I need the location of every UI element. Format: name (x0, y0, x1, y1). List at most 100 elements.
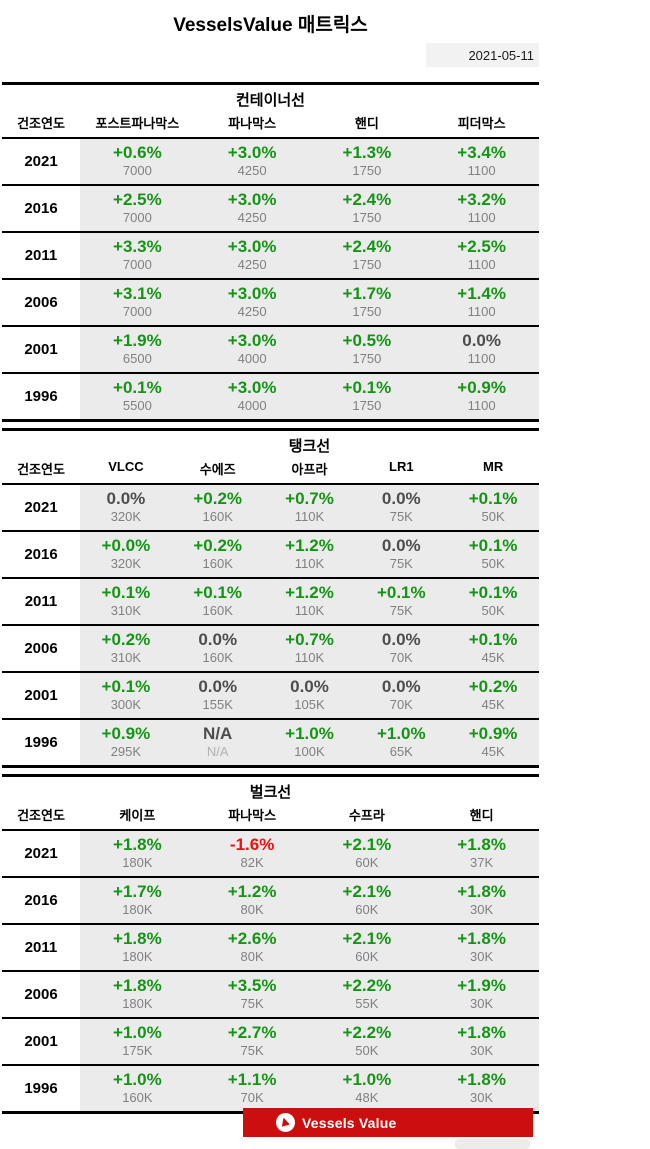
column-header: 파나막스 (228, 808, 277, 823)
percent-change: +3.4% (457, 143, 506, 162)
table-header-row: 건조연도 VLCC 수에즈 아프라 LR1 MR (2, 459, 539, 485)
build-year-cell: 2001 (2, 673, 80, 718)
percent-change: +1.8% (457, 1070, 506, 1089)
value-cell: +1.9% 30K (424, 972, 539, 1017)
value-cell: +0.2% 160K (171, 532, 264, 577)
value-cell: +1.7% 180K (80, 878, 195, 923)
value-cell: +0.1% 45K (447, 626, 539, 671)
value-cell: +3.0% 4000 (194, 327, 310, 372)
percent-change: +1.3% (342, 143, 392, 162)
value-cell: +1.3% 1750 (309, 139, 425, 184)
vessel-size: 75K (389, 556, 413, 571)
percent-change: +0.5% (342, 331, 392, 350)
value-cell: +1.1% 70K (194, 1066, 310, 1111)
row-header-label: 건조연도 (17, 808, 65, 823)
value-cell: +0.9% 1100 (424, 374, 539, 419)
vessel-size: 30K (470, 1090, 494, 1105)
percent-change: +0.9% (457, 378, 506, 397)
vessel-size: 4250 (237, 163, 267, 178)
value-cell: +3.1% 7000 (80, 280, 195, 325)
percent-change: +1.8% (113, 929, 162, 948)
column-header: 수프라 (348, 808, 385, 823)
build-year-cell: 1996 (2, 1066, 80, 1111)
vessel-size: 320K (110, 509, 142, 524)
vessel-size: 60K (355, 855, 379, 870)
build-year-cell: 2021 (2, 485, 80, 530)
value-cell: +2.4% 1750 (309, 233, 425, 278)
percent-change: +0.1% (468, 583, 518, 602)
percent-change: +3.0% (227, 284, 277, 303)
percent-change: +0.7% (285, 489, 334, 508)
value-cell: +2.1% 60K (309, 925, 425, 970)
percent-change: +3.0% (227, 143, 277, 162)
percent-change: +0.7% (285, 630, 334, 649)
vesselsvalue-sail-icon (276, 1113, 295, 1132)
percent-change: +1.2% (285, 536, 334, 555)
vessel-size: 1750 (352, 304, 382, 319)
value-cell: +1.0% 160K (80, 1066, 195, 1111)
value-cell: +1.8% 30K (424, 1019, 539, 1064)
column-header: 핸디 (469, 808, 494, 823)
vessel-size: 50K (355, 1043, 379, 1058)
percent-change: +2.1% (342, 882, 392, 901)
table-row: 2011 +1.8% 180K +2.6% 80K +2.1% 60K +1.8% 30K (2, 923, 539, 970)
vessel-size: 50K (481, 603, 505, 618)
value-cell: +0.2% 45K (447, 673, 539, 718)
table-header-row: 건조연도 포스트파나막스 파나막스 핸디 피더막스 (2, 113, 539, 139)
vessel-size: 7000 (122, 257, 152, 272)
percent-change: +0.0% (101, 536, 151, 555)
value-cell: +1.0% 175K (80, 1019, 195, 1064)
vessel-size: 160K (202, 603, 233, 618)
table-row: 1996 +1.0% 160K +1.1% 70K +1.0% 48K +1.8% 30K (2, 1064, 539, 1111)
vessel-size: 50K (481, 556, 505, 571)
vessel-size: 75K (240, 1043, 264, 1058)
percent-change: +1.1% (227, 1070, 277, 1089)
table-title: 벌크선 (249, 784, 292, 801)
vessel-size: 65K (389, 744, 413, 759)
value-cell: +0.7% 110K (263, 485, 356, 530)
vessel-size: 75K (389, 603, 413, 618)
percent-change: +0.9% (468, 724, 518, 743)
vessel-size: 55K (355, 996, 379, 1011)
vessel-size: 160K (122, 1090, 153, 1105)
vessel-size: 1100 (467, 398, 496, 413)
vessel-size: 110K (294, 509, 325, 524)
percent-change: +0.6% (113, 143, 162, 162)
percent-change: 0.0% (106, 489, 146, 508)
percent-change: +3.0% (227, 237, 277, 256)
percent-change: +1.0% (285, 724, 334, 743)
value-cell: +3.4% 1100 (424, 139, 539, 184)
value-cell: +3.0% 4250 (194, 280, 310, 325)
percent-change: +3.0% (227, 190, 277, 209)
percent-change: 0.0% (381, 630, 421, 649)
value-cell: +3.3% 7000 (80, 233, 195, 278)
percent-change: +3.5% (227, 976, 277, 995)
value-cell: +0.1% 1750 (309, 374, 425, 419)
percent-change: 0.0% (198, 677, 238, 696)
percent-change: +1.0% (342, 1070, 392, 1089)
percent-change: +0.2% (468, 677, 518, 696)
value-cell: +1.8% 30K (424, 1066, 539, 1111)
value-cell: +0.1% 50K (447, 579, 539, 624)
value-cell: +0.1% 75K (355, 579, 448, 624)
table-row: 2021 +0.6% 7000 +3.0% 4250 +1.3% 1750 +3.4% 1100 (2, 139, 539, 184)
percent-change: +2.7% (227, 1023, 277, 1042)
vessel-size: 80K (240, 949, 264, 964)
value-cell: 0.0% 70K (355, 626, 448, 671)
column-header: MR (482, 459, 504, 474)
percent-change: +3.0% (227, 378, 277, 397)
vessel-size: 155K (202, 697, 233, 712)
value-cell: +0.5% 1750 (309, 327, 425, 372)
percent-change: +1.8% (457, 835, 506, 854)
vessel-size: 1100 (467, 351, 496, 366)
percent-change: +1.2% (285, 583, 334, 602)
value-cell: +0.1% 50K (447, 485, 539, 530)
percent-change: +2.2% (342, 976, 392, 995)
percent-change: +2.1% (342, 835, 392, 854)
vessel-size: 1750 (352, 163, 382, 178)
vessel-size: 1100 (467, 257, 496, 272)
table-row: 2006 +3.1% 7000 +3.0% 4250 +1.7% 1750 +1.4% 1100 (2, 278, 539, 325)
value-cell: +1.8% 180K (80, 831, 195, 876)
table-row: 2021 0.0% 320K +0.2% 160K +0.7% 110K 0.0% 75K +0.… (2, 485, 539, 530)
vesselsvalue-brand-banner[interactable]: Vessels Value (243, 1108, 533, 1137)
